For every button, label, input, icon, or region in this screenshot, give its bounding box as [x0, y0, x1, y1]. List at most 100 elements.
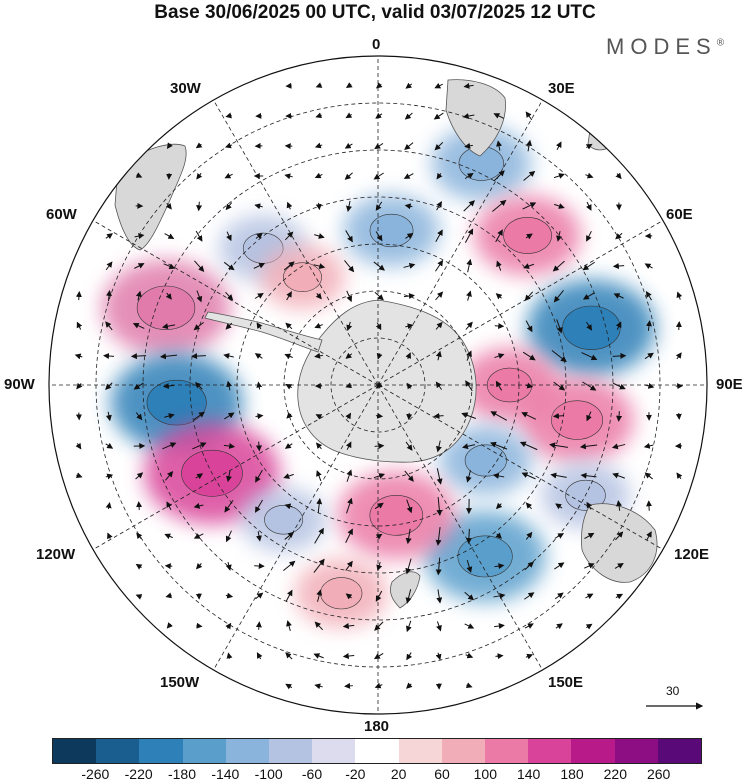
wind-vector: [315, 202, 322, 211]
wind-vector: [644, 352, 654, 360]
wind-vector: [164, 233, 175, 239]
wind-vector: [284, 173, 293, 180]
wind-vector: [550, 472, 567, 479]
wind-vector: [254, 499, 263, 513]
wind-vector: [521, 412, 537, 420]
wind-vector: [225, 592, 234, 599]
wind-vector: [375, 201, 383, 211]
wind-vector: [495, 380, 503, 391]
colorbar-tick-label: -180: [167, 766, 197, 782]
wind-vector: [643, 442, 654, 449]
wind-vector: [166, 142, 173, 150]
wind-vector: [342, 653, 355, 660]
wind-vector: [614, 562, 624, 569]
wind-vector: [256, 322, 263, 330]
wind-vector: [346, 497, 353, 514]
wind-vector: [163, 263, 176, 270]
wind-vector: [135, 412, 143, 421]
wind-vector: [226, 470, 232, 483]
wind-vector: [525, 111, 533, 121]
wind-vector: [524, 592, 535, 600]
colorbar-swatch: [528, 739, 572, 763]
wind-vector: [553, 290, 564, 303]
wind-vector: [135, 563, 143, 570]
wind-vector: [76, 382, 83, 390]
colorbar-swatch: [571, 739, 615, 763]
wind-vector: [166, 622, 173, 629]
wind-vector: [105, 261, 113, 271]
colorbar-swatch: [53, 739, 97, 763]
parallel-circle: [330, 337, 426, 433]
colorbar-swatch: [312, 739, 356, 763]
wind-vector: [525, 320, 533, 333]
wind-vector: [464, 591, 475, 601]
wind-vector: [404, 203, 413, 210]
wind-vector: [345, 528, 353, 543]
wind-vector: [75, 442, 82, 450]
wind-vector: [616, 411, 623, 422]
wind-vector: [374, 621, 384, 631]
wind-vector: [435, 321, 443, 330]
wind-vector: [225, 622, 232, 630]
wind-vector: [376, 353, 383, 360]
wind-vector: [466, 290, 472, 301]
wind-vector: [164, 533, 173, 540]
wind-vector: [255, 592, 264, 600]
wind-vector: [403, 262, 416, 269]
colorbar-swatch: [441, 739, 486, 763]
wind-vector: [433, 112, 444, 120]
lon-label-30w: 30W: [170, 80, 201, 97]
wind-vector: [464, 623, 475, 629]
colorbar: [52, 738, 702, 764]
wind-vector: [373, 473, 386, 479]
colorbar-tick-label: 20: [390, 766, 407, 782]
wind-vector: [525, 233, 533, 240]
wind-vector: [314, 172, 323, 179]
colorbar-tick-label: -140: [211, 766, 240, 782]
lon-label-180: 180: [364, 718, 390, 735]
wind-vector: [404, 142, 414, 151]
anomaly-core: [457, 535, 513, 578]
wind-vector: [405, 589, 412, 604]
wind-vector: [435, 291, 444, 301]
wind-vector: [256, 652, 263, 660]
wind-vector: [106, 289, 112, 302]
wind-vector: [521, 472, 536, 480]
lon-label-150e: 150E: [548, 674, 584, 691]
wind-vector: [611, 443, 626, 450]
wind-vector: [462, 443, 476, 450]
wind-vector: [226, 380, 233, 391]
wind-vector: [225, 530, 232, 543]
wind-vector: [345, 560, 353, 571]
wind-vector: [255, 232, 263, 240]
wind-vector: [105, 233, 113, 240]
colorbar-swatch: [96, 739, 140, 763]
colorbar-swatch: [269, 739, 313, 763]
wind-vector: [586, 501, 593, 510]
wind-vector: [105, 382, 113, 390]
wind-vector: [193, 502, 204, 509]
wind-vector: [315, 82, 323, 88]
south-america: [114, 143, 187, 251]
wind-vector: [464, 142, 473, 149]
wind-vector: [286, 620, 292, 631]
wind-vector: [616, 500, 622, 511]
wind-vector: [405, 323, 414, 330]
wind-vector: [523, 263, 535, 269]
wind-vector: [433, 412, 444, 419]
wind-vector: [165, 292, 172, 300]
wind-vector: [314, 142, 323, 149]
lon-label-60e: 60E: [666, 206, 693, 223]
wind-vector: [586, 411, 592, 422]
anomaly-core: [320, 577, 363, 610]
wind-vector: [436, 201, 442, 211]
wind-vector: [584, 532, 595, 540]
wind-vector: [579, 443, 598, 450]
wind-vector: [193, 533, 204, 539]
wind-vector: [494, 322, 505, 329]
wind-vector: [553, 173, 565, 179]
wind-vector: [405, 558, 412, 575]
wind-vector: [135, 172, 143, 178]
meridian-line: [377, 384, 664, 550]
wind-vector: [374, 291, 384, 301]
